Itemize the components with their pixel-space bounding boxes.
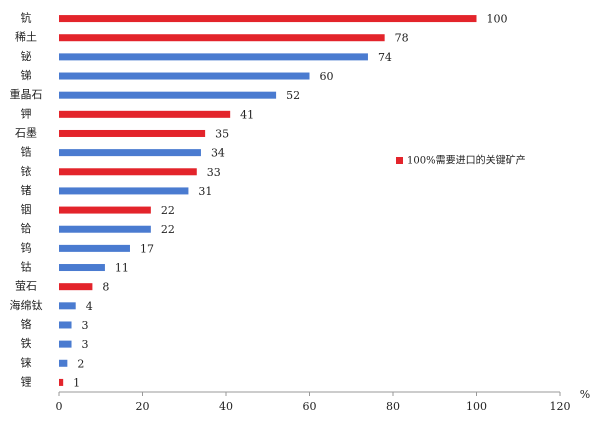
- bar: [59, 72, 310, 80]
- value-label: 78: [395, 32, 409, 45]
- value-label: 74: [378, 51, 392, 64]
- bar: [59, 244, 130, 252]
- y-tick-label: 萤石: [15, 280, 37, 293]
- value-label: 11: [115, 262, 129, 275]
- y-tick-label: 铬: [21, 317, 32, 331]
- x-tick-label: 80: [386, 400, 400, 413]
- y-tick-label: 铼: [21, 355, 32, 369]
- bar: [59, 283, 93, 291]
- value-label: 41: [240, 108, 254, 121]
- value-label: 17: [140, 242, 154, 255]
- value-label: 31: [198, 185, 212, 198]
- y-tick-label: 重晶石: [10, 87, 43, 101]
- value-label: 1: [73, 376, 80, 389]
- bar: [59, 34, 385, 42]
- bar: [59, 302, 76, 310]
- y-tick-label: 铁: [21, 337, 32, 350]
- x-axis-label: %: [580, 388, 590, 401]
- x-tick-label: 40: [219, 400, 233, 413]
- bar: [59, 187, 189, 195]
- value-label: 35: [215, 127, 229, 140]
- legend-label: 100%需要进口的关键矿产: [407, 154, 526, 167]
- y-tick-label: 稀土: [15, 31, 37, 44]
- y-tick-label: 锑: [21, 69, 32, 82]
- value-label: 3: [82, 319, 89, 332]
- y-tick-label: 铋: [21, 49, 32, 63]
- bar: [59, 168, 197, 176]
- bar: [59, 206, 151, 214]
- y-tick-label: 钪: [21, 11, 32, 25]
- value-label: 33: [207, 166, 221, 179]
- bar: [59, 340, 72, 348]
- bar: [59, 53, 368, 61]
- y-tick-label: 锗: [21, 183, 32, 197]
- bar: [59, 91, 277, 99]
- x-tick-label: 100: [466, 400, 487, 413]
- bar: [59, 225, 151, 233]
- bar: [59, 149, 201, 157]
- y-tick-label: 钨: [21, 241, 32, 254]
- x-tick-label: 120: [550, 400, 571, 413]
- y-tick-label: 铟: [21, 202, 32, 216]
- bar: [59, 110, 231, 118]
- value-label: 52: [286, 89, 300, 102]
- x-tick-label: 20: [136, 400, 150, 413]
- value-label: 22: [161, 223, 175, 236]
- value-label: 34: [211, 147, 225, 160]
- bar: [59, 129, 206, 137]
- value-label: 8: [102, 281, 109, 294]
- value-label: 100: [487, 13, 508, 26]
- y-tick-label: 石墨: [15, 126, 37, 139]
- value-label: 22: [161, 204, 175, 217]
- bar: [59, 378, 64, 386]
- y-tick-label: 锆: [21, 146, 32, 159]
- value-label: 60: [320, 70, 334, 83]
- y-tick-label: 铪: [21, 221, 32, 235]
- bar: [59, 264, 105, 272]
- y-tick-label: 钴: [21, 260, 32, 274]
- y-tick-label: 铱: [21, 165, 32, 178]
- y-tick-label: 海绵钛: [10, 298, 43, 312]
- bar: [59, 321, 72, 329]
- value-label: 3: [82, 338, 89, 351]
- value-label: 4: [86, 300, 93, 313]
- x-tick-label: 60: [303, 400, 317, 413]
- bar: [59, 15, 477, 23]
- bar: [59, 359, 68, 367]
- x-tick-label: 0: [56, 400, 63, 413]
- y-tick-label: 钾: [21, 106, 32, 120]
- value-label: 2: [77, 357, 84, 370]
- legend-swatch: [396, 157, 403, 164]
- y-tick-label: 锂: [21, 374, 32, 388]
